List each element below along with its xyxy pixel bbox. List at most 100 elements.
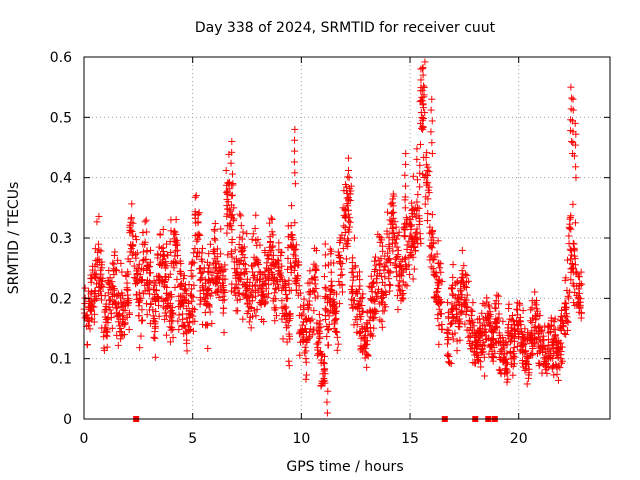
data-point [213,279,221,287]
data-point [102,316,110,324]
data-point [110,260,118,268]
data-point [189,259,197,267]
data-point [153,272,161,280]
data-point [236,233,244,241]
data-point [162,304,170,312]
data-point [277,248,285,256]
data-point [167,293,175,301]
data-point [218,279,226,287]
data-point [206,240,214,248]
data-point [153,293,161,301]
data-point [104,289,112,297]
data-point [183,336,191,344]
data-point [102,302,110,310]
data-point [204,321,212,329]
data-point [275,257,283,265]
data-point [231,285,239,293]
data-point [125,326,133,334]
data-point [239,246,247,254]
data-point [252,255,260,263]
data-point [252,236,260,244]
data-point [219,284,227,292]
data-point [133,270,141,278]
data-point [143,247,151,255]
data-point [171,259,179,267]
data-point [187,291,195,299]
data-point [184,318,192,326]
data-point [275,270,283,278]
data-point [252,312,260,320]
data-point [254,256,262,264]
data-point [182,297,190,305]
data-point [146,279,154,287]
data-point [109,259,117,267]
data-point [88,315,96,323]
data-point [274,256,282,264]
data-point [147,300,155,308]
data-point [204,268,212,276]
data-point [211,220,219,228]
data-point [228,213,236,221]
data-point [228,253,236,261]
data-point [88,288,96,296]
data-point [110,271,118,279]
data-point [171,228,179,236]
data-point [110,285,118,293]
data-point [146,269,154,277]
data-point [141,218,149,226]
data-point [244,293,252,301]
data-point [261,248,269,256]
data-point [204,344,212,352]
data-point [149,306,157,314]
data-point [252,276,260,284]
data-point [175,311,183,319]
data-point [275,239,283,247]
data-point [135,276,143,284]
data-point [136,298,144,306]
data-point [271,306,279,314]
data-point [227,222,235,230]
data-point [134,264,142,272]
data-point [199,244,207,252]
data-point [246,278,254,286]
data-point [152,286,160,294]
data-point [223,212,231,220]
data-point [213,253,221,261]
data-point [236,210,244,218]
data-point [267,246,275,254]
data-point [106,306,114,314]
data-point [268,215,276,223]
data-point [201,295,209,303]
data-point [179,275,187,283]
data-point [243,286,251,294]
data-point [194,248,202,256]
data-point [193,253,201,261]
data-point [224,251,232,259]
data-point [104,314,112,322]
data-point [167,313,175,321]
data-point [204,264,212,272]
data-point [128,245,136,253]
data-point [260,292,268,300]
data-point [281,277,289,285]
data-point [232,283,240,291]
data-point [81,284,89,292]
data-point [156,230,164,238]
data-point [217,287,225,295]
data-point [215,293,223,301]
data-point [180,272,188,280]
data-point [254,285,262,293]
data-point [271,317,279,325]
data-point [179,298,187,306]
data-point [121,307,129,315]
data-point [124,268,132,276]
data-point [143,262,151,270]
data-point [196,287,204,295]
data-point [282,283,290,291]
data-point [195,249,203,257]
data-point [136,344,144,352]
data-point [135,260,143,268]
data-point [138,316,146,324]
data-point [239,291,247,299]
